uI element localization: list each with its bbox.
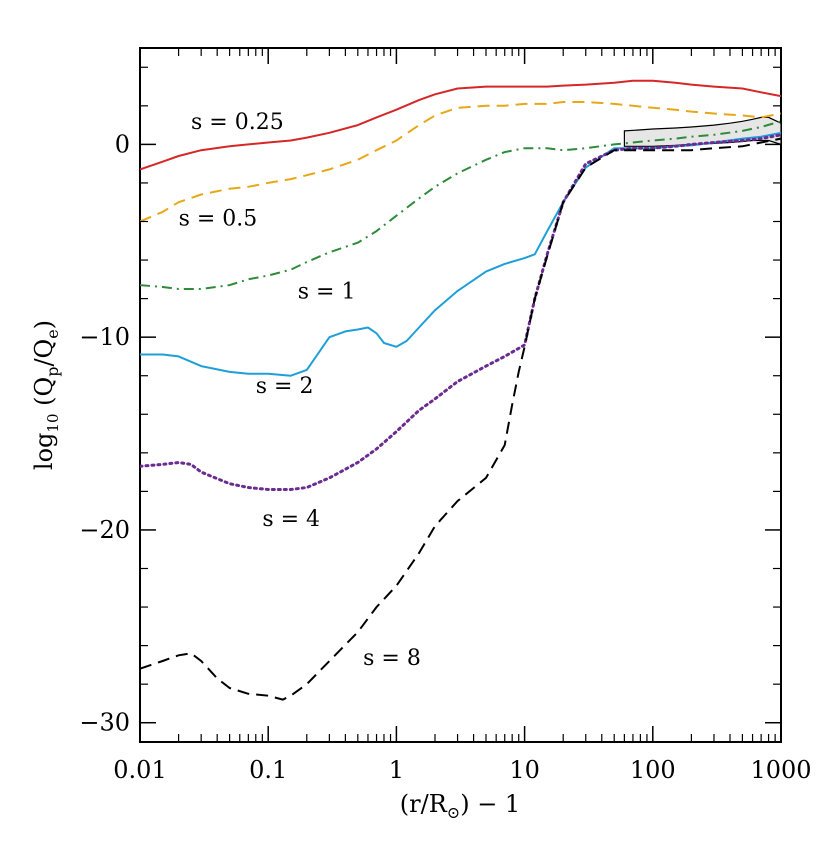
x-tick-label: 10 (509, 756, 540, 784)
x-tick-label: 1 (389, 756, 404, 784)
y-axis-title: log10 (Qp/Qe) (30, 320, 62, 470)
series-layer (140, 79, 781, 701)
y-tick-label: 0 (115, 130, 130, 158)
x-tick-label: 1000 (750, 756, 811, 784)
series-label-s-4: s = 4 (262, 507, 320, 532)
x-tick-label: 0.1 (249, 756, 287, 784)
y-tick-label: −30 (79, 709, 130, 737)
plot-frame (139, 47, 782, 743)
series-line-s-0-5 (140, 101, 781, 223)
series-line-s-8 (140, 137, 781, 701)
series-label-s-8: s = 8 (363, 646, 421, 671)
x-tick-label: 0.01 (113, 756, 166, 784)
series-label-layer: s = 0.25 s = 0.5 s = 1 s = 2 s = 4 s = 8 (179, 110, 421, 671)
series-line-s-0-25 (140, 79, 781, 171)
x-axis-title: (r/R⊙) − 1 (400, 790, 520, 822)
series-label-s-1: s = 1 (298, 280, 356, 305)
series-line-s-4 (140, 133, 781, 491)
x-tick-label: 100 (630, 756, 676, 784)
series-label-s-0-5: s = 0.5 (179, 206, 258, 231)
series-label-s-0-25: s = 0.25 (191, 110, 284, 135)
y-tick-label: −20 (79, 516, 130, 544)
series-label-s-2: s = 2 (256, 374, 314, 399)
series-line-s-2 (140, 131, 781, 377)
tick-layer: 0.01 0.1 1 10 100 1000 0 −10 −20 −30 (79, 48, 812, 784)
y-tick-label: −10 (79, 323, 130, 351)
